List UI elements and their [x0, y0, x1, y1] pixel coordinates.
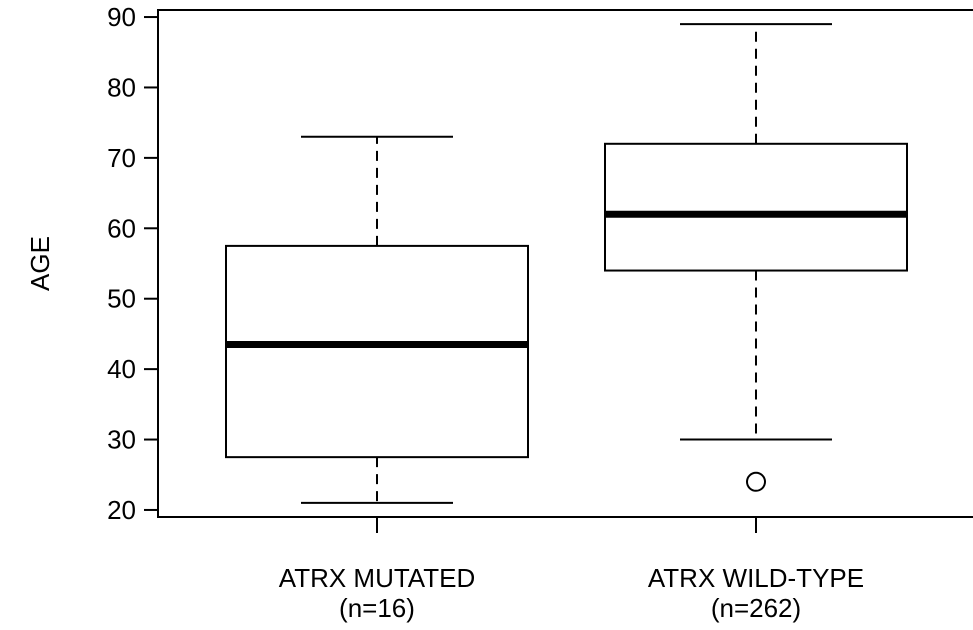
x-category-sublabel-1: (n=16): [339, 593, 415, 623]
y-axis: 20 30 40 50 60 70 80 90: [107, 2, 158, 525]
box-group-1: [225, 135, 529, 504]
x-category-sublabel-2: (n=262): [711, 593, 801, 623]
box-group-2: [604, 23, 908, 492]
y-tick-label-70: 70: [107, 143, 136, 173]
x-category-label-1: ATRX MUTATED: [279, 563, 475, 593]
iqr-box: [604, 142, 908, 272]
plot-frame: [157, 9, 973, 518]
boxes: [225, 23, 908, 504]
outlier-point-1: [746, 471, 766, 492]
x-category-label-2: ATRX WILD-TYPE: [648, 563, 864, 593]
y-axis-label: AGE: [25, 236, 55, 291]
y-tick-label-60: 60: [107, 213, 136, 243]
y-tick-label-30: 30: [107, 425, 136, 455]
y-tick-label-80: 80: [107, 72, 136, 102]
y-tick-label-90: 90: [107, 2, 136, 32]
y-tick-label-50: 50: [107, 284, 136, 314]
y-tick-label-20: 20: [107, 495, 136, 525]
iqr-box: [225, 244, 529, 459]
y-tick-label-40: 40: [107, 354, 136, 384]
x-axis: ATRX MUTATED(n=16) ATRX WILD-TYPE(n=262): [279, 517, 864, 623]
plot-border: [157, 9, 973, 518]
